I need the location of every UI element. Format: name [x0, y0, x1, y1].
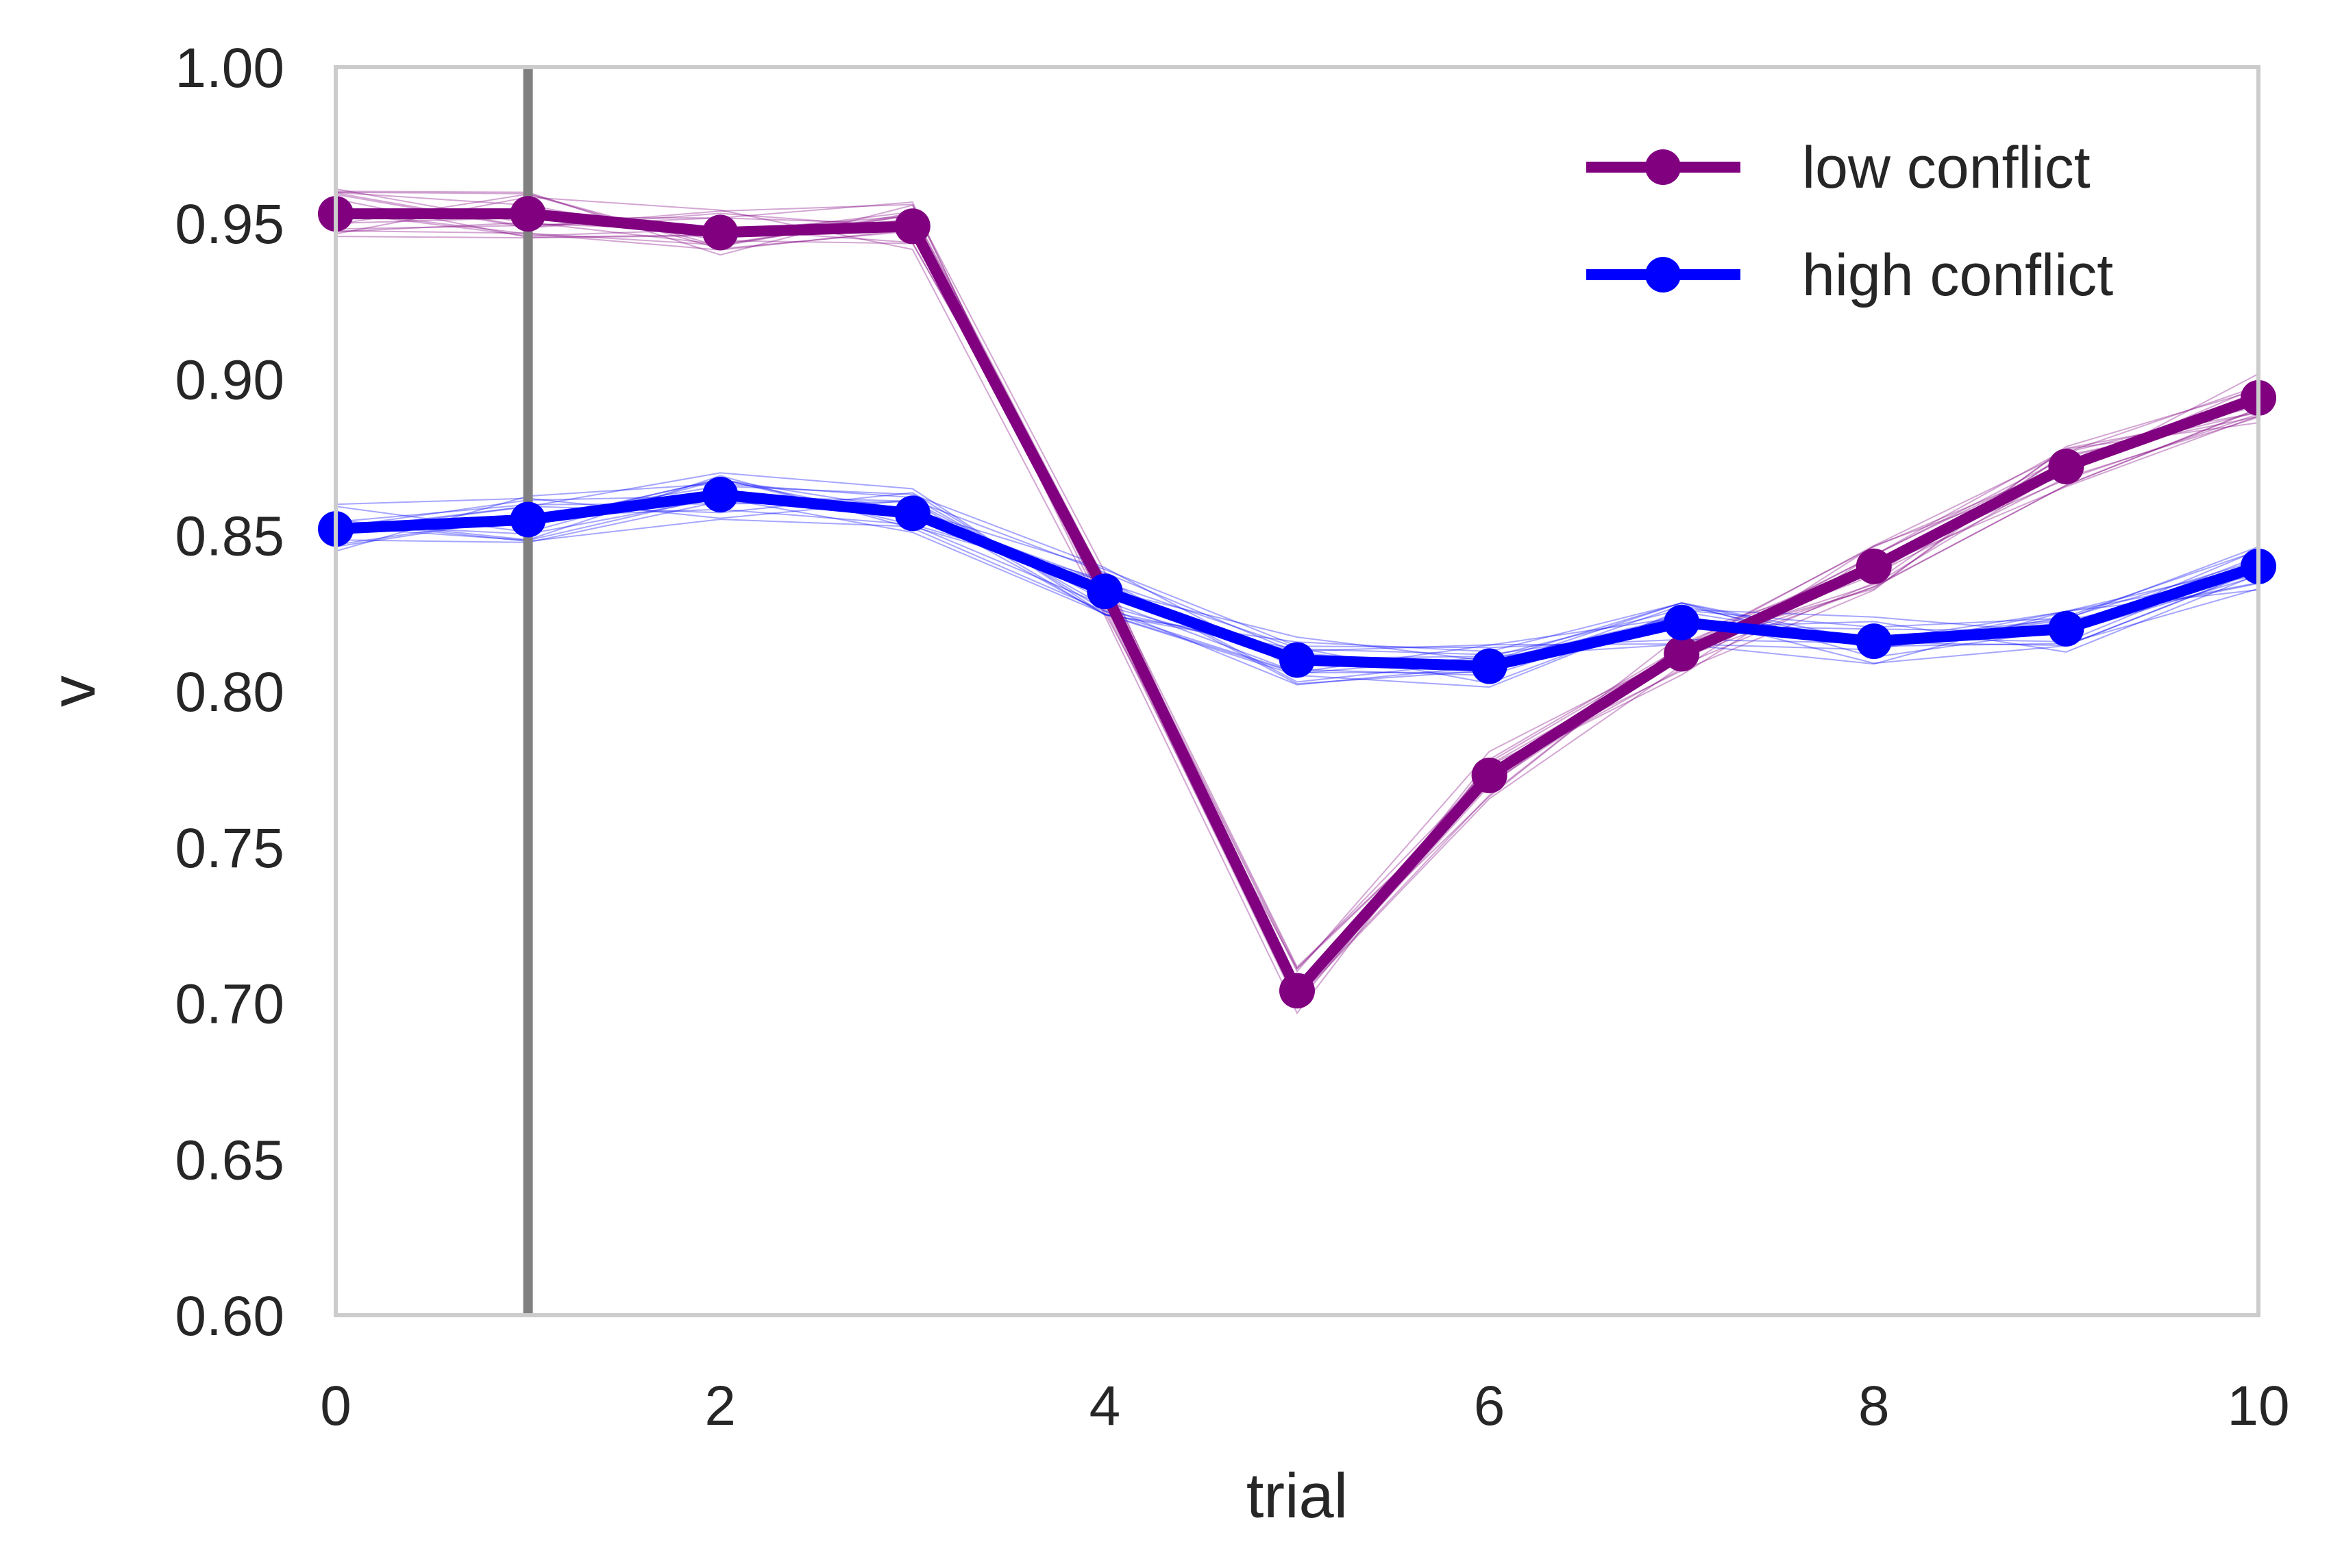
y-tick-label-0-80: 0.80	[175, 661, 284, 723]
low-conflict-point	[1279, 973, 1315, 1009]
legend-label-low-conflict: low conflict	[1802, 135, 2091, 201]
low-conflict-point	[2048, 449, 2084, 485]
high-conflict-point	[1664, 604, 1700, 640]
x-tick-label-0: 0	[320, 1375, 352, 1437]
high-conflict-point	[2048, 610, 2084, 647]
y-tick-label-1-00: 1.00	[175, 37, 284, 99]
x-tick-label-4: 4	[1089, 1375, 1121, 1437]
y-tick-label-0-65: 0.65	[175, 1129, 284, 1191]
y-tick-label-0-90: 0.90	[175, 349, 284, 412]
low-conflict-point	[894, 208, 931, 245]
x-axis-label: trial	[1246, 1461, 1348, 1531]
low-conflict-point	[1471, 757, 1507, 793]
legend: low conflict high conflict	[1586, 135, 2113, 308]
high-conflict-sample-line	[335, 483, 2259, 686]
x-tick-label-6: 6	[1474, 1375, 1505, 1437]
high-conflict-point	[510, 501, 546, 538]
legend-marker-low-conflict	[1645, 149, 1681, 185]
high-conflict-point	[1856, 623, 1892, 660]
low-conflict-point	[1856, 548, 1892, 584]
legend-label-high-conflict: high conflict	[1802, 242, 2113, 308]
series-points	[318, 196, 2276, 1009]
y-tick-label-0-70: 0.70	[175, 973, 284, 1036]
high-conflict-point	[1279, 642, 1315, 678]
x-tick-label-2: 2	[704, 1375, 736, 1437]
low-conflict-point	[1664, 636, 1700, 672]
low-conflict-sample-line	[335, 214, 2259, 971]
high-conflict-point	[1087, 573, 1123, 610]
high-conflict-point	[894, 495, 931, 532]
low-conflict-point	[510, 196, 546, 232]
low-conflict-sample-line	[335, 196, 2259, 1015]
high-conflict-sample-line	[335, 519, 2259, 685]
high-conflict-sample-line	[335, 479, 2259, 662]
y-tick-label-0-95: 0.95	[175, 193, 284, 256]
legend-marker-high-conflict	[1645, 257, 1681, 293]
plot-background	[336, 67, 2258, 1315]
x-tick-label-8: 8	[1858, 1375, 1890, 1437]
high-conflict-point	[1471, 648, 1507, 684]
low-conflict-point	[702, 214, 739, 251]
x-tick-label-10: 10	[2227, 1375, 2289, 1437]
y-tick-label-0-75: 0.75	[175, 817, 284, 880]
high-conflict-sample-line	[335, 508, 2259, 683]
y-axis-label: v	[38, 675, 108, 707]
x-axis-ticks: 0 2 4 6 8 10	[320, 1375, 2289, 1437]
plot-frame	[334, 65, 2260, 1317]
y-axis-ticks: 0.60 0.65 0.70 0.75 0.80 0.85 0.90 0.95 1.00	[175, 37, 284, 1347]
high-conflict-point	[702, 477, 739, 513]
y-tick-label-0-60: 0.60	[175, 1285, 284, 1347]
y-tick-label-0-85: 0.85	[175, 505, 284, 567]
